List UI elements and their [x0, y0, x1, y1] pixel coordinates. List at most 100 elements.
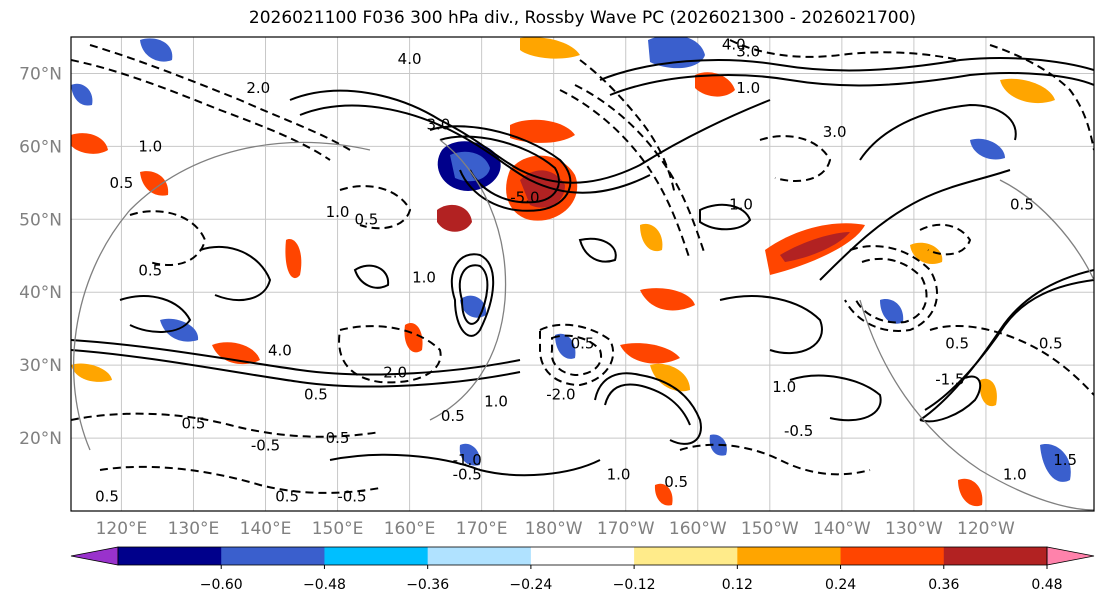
solid-contours [71, 57, 1094, 477]
div-blob [910, 242, 943, 265]
dashed-contours [71, 39, 1094, 494]
contour-line [729, 39, 961, 61]
lon-tick-label: 120°E [96, 519, 148, 539]
contour-line [844, 245, 939, 332]
contour-labels: 4.03.03.03.04.01.01.0-5.00.51.00.54.02.0… [95, 35, 1077, 505]
lon-tick-label: 170°W [597, 519, 655, 539]
contour-label: 0.5 [441, 407, 465, 425]
contour-label: 1.0 [736, 79, 760, 97]
contour-label: -0.5 [453, 466, 482, 484]
contour-label: 0.5 [1010, 196, 1034, 214]
div-blob [71, 133, 108, 154]
contour-line [574, 84, 706, 256]
lat-tick-label: 50°N [19, 210, 62, 230]
contour-line [679, 443, 871, 476]
lon-tick-label: 130°E [168, 519, 220, 539]
contour-label: 3.0 [823, 123, 847, 141]
colorbar-tick-label: 0.48 [1031, 577, 1062, 593]
map-background [71, 37, 1094, 511]
contour-label: 0.5 [95, 487, 119, 505]
colorbar-tick-label: −0.48 [303, 577, 346, 593]
div-blob [71, 363, 112, 382]
contour-line [71, 59, 331, 161]
contour-line [71, 339, 521, 376]
reference-circle [429, 139, 507, 421]
contour-label: 1.0 [607, 466, 631, 484]
lat-tick-label: 70°N [19, 64, 62, 84]
colorbar-segment [118, 547, 222, 565]
reference-circle [999, 179, 1094, 281]
lon-tick-label: 170°E [456, 519, 508, 539]
div-blob [780, 232, 850, 262]
lon-tick-label: 180°W [525, 519, 583, 539]
contour-line [99, 465, 381, 494]
contour-line [199, 245, 272, 301]
colorbar [70, 546, 1095, 566]
contour-line [579, 59, 676, 196]
contour-line [929, 324, 1094, 396]
contour-line [919, 269, 1094, 421]
div-blob [510, 119, 575, 143]
lon-tick-label: 160°W [669, 519, 727, 539]
div-blob [620, 343, 680, 364]
div-blob [1040, 444, 1071, 482]
contour-line [989, 44, 1094, 151]
colorbar-segment [324, 547, 429, 565]
lat-tick-label: 60°N [19, 137, 62, 157]
contour-line [289, 89, 771, 184]
colorbar-segment [943, 547, 1048, 565]
contour-label: 2.0 [383, 363, 407, 381]
contour-line [919, 223, 972, 256]
lon-tick-label: 160°E [384, 519, 436, 539]
colorbar-labels: −0.60 −0.48 −0.36 −0.24 −0.12 0.12 0.24 0.36 0.4… [200, 565, 1063, 593]
div-blob [650, 363, 690, 392]
contour-label: -0.5 [337, 487, 366, 505]
colorbar-segment [840, 547, 945, 565]
div-blob [285, 239, 302, 279]
contour-line [719, 295, 823, 355]
contour-label: 1.0 [772, 378, 796, 396]
contour-line [329, 453, 601, 477]
colorbar-tick-label: 0.24 [825, 577, 856, 593]
reference-circle [72, 141, 371, 451]
div-blob [404, 322, 423, 353]
reference-circle [859, 299, 1094, 511]
colorbar-segment [427, 547, 532, 565]
div-blob [979, 378, 997, 407]
contour-label: 3.0 [426, 116, 450, 134]
div-blob [958, 478, 983, 507]
contour-line [71, 412, 381, 438]
colorbar-extend-max [1046, 546, 1095, 566]
contour-label: 2.0 [246, 79, 270, 97]
contour-label: 1.5 [1053, 451, 1077, 469]
contour-label: 1.0 [729, 196, 753, 214]
div-blob [71, 83, 93, 106]
contour-label: 0.5 [664, 473, 688, 491]
contour-label: 1.0 [484, 393, 508, 411]
contour-label: 0.5 [109, 174, 133, 192]
lat-tick-label: 40°N [19, 283, 62, 303]
div-blob [140, 38, 173, 62]
colorbar-tick-label: −0.24 [509, 577, 552, 593]
contour-label: 0.5 [945, 334, 969, 352]
colorbar-tick-label: −0.12 [613, 577, 656, 593]
lat-tick-label: 30°N [19, 356, 62, 376]
div-blob [1000, 78, 1055, 104]
contour-line [699, 203, 752, 231]
colorbar-segment [737, 547, 842, 565]
contour-line [338, 325, 442, 384]
contour-line [339, 185, 412, 230]
latitude-labels: 70°N 60°N 50°N 40°N 30°N 20°N [19, 64, 62, 449]
contour-line [559, 89, 691, 261]
contour-label: 0.5 [182, 414, 206, 432]
contour-label: -0.5 [784, 422, 813, 440]
contour-label: -2.0 [546, 385, 575, 403]
contour-line [429, 125, 572, 212]
div-blob [880, 299, 904, 324]
colorbar-segment [530, 547, 635, 565]
contour-line [299, 104, 651, 194]
contour-label: 4.0 [722, 35, 746, 53]
colorbar-segment [634, 547, 738, 565]
colorbar-tick-label: 0.12 [722, 577, 753, 593]
